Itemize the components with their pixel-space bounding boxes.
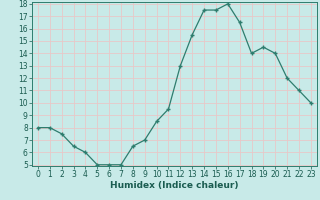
X-axis label: Humidex (Indice chaleur): Humidex (Indice chaleur) <box>110 181 239 190</box>
